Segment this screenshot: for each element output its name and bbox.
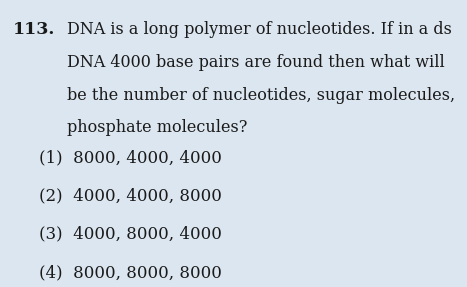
Text: 113.: 113. [13, 21, 55, 38]
Text: (4)  8000, 8000, 8000: (4) 8000, 8000, 8000 [39, 264, 222, 281]
Text: DNA is a long polymer of nucleotides. If in a ds: DNA is a long polymer of nucleotides. If… [67, 21, 452, 38]
Text: (1)  8000, 4000, 4000: (1) 8000, 4000, 4000 [39, 149, 222, 166]
Text: be the number of nucleotides, sugar molecules,: be the number of nucleotides, sugar mole… [67, 86, 455, 104]
Text: (3)  4000, 8000, 4000: (3) 4000, 8000, 4000 [39, 226, 222, 243]
Text: phosphate molecules?: phosphate molecules? [67, 119, 248, 136]
Text: DNA 4000 base pairs are found then what will: DNA 4000 base pairs are found then what … [67, 54, 445, 71]
Text: (2)  4000, 4000, 8000: (2) 4000, 4000, 8000 [39, 187, 222, 204]
